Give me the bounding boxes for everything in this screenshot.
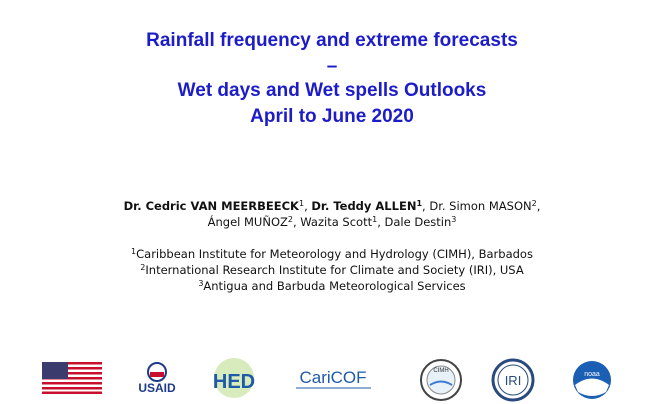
- author-affiliation-mark: 2: [531, 199, 537, 208]
- author-affiliation-mark: 3: [451, 215, 457, 224]
- author-name: , Dale Destin: [377, 215, 452, 229]
- author-line: Ángel MUÑOZ2, Wazita Scott1, Dale Destin…: [0, 215, 664, 229]
- affiliation-line: 2International Research Institute for Cl…: [0, 263, 664, 277]
- affiliation-text: Antigua and Barbuda Meteorological Servi…: [203, 279, 466, 293]
- hed-text: HED: [213, 371, 255, 393]
- affiliation-mark: 3: [198, 279, 204, 288]
- noaa-logo: noaa: [573, 361, 611, 399]
- title-line: April to June 2020: [250, 106, 414, 127]
- author-name: , Wazita Scott: [292, 215, 373, 229]
- title-line: Wet days and Wet spells Outlooks: [177, 80, 487, 101]
- iri-text: IRI: [505, 373, 522, 388]
- author-name: Ángel MUÑOZ: [207, 215, 288, 229]
- title-line: Rainfall frequency and extreme forecasts: [146, 30, 518, 51]
- affiliation-mark: 2: [140, 263, 146, 272]
- author-affiliation-mark: 1: [298, 199, 305, 208]
- author-name: , Dr. Simon MASON: [422, 199, 532, 213]
- author-affiliation-mark: 1: [416, 199, 423, 208]
- author-name: ,: [536, 199, 541, 213]
- usaid-logo: USAID: [138, 362, 176, 395]
- us-flag: [42, 362, 102, 394]
- author-name: Dr. Teddy ALLEN: [311, 199, 417, 213]
- caricof-logo: CariCOF: [296, 368, 371, 389]
- affiliation-mark: 1: [131, 247, 137, 256]
- usaid-text: USAID: [138, 381, 176, 395]
- author-line: Dr. Cedric VAN MEERBEECK1, Dr. Teddy ALL…: [0, 199, 664, 213]
- affiliation-text: Caribbean Institute for Meteorology and …: [136, 247, 533, 261]
- iri-logo: IRI: [491, 358, 535, 402]
- affiliation-line: 3Antigua and Barbuda Meteorological Serv…: [0, 279, 664, 293]
- author-name: Dr. Cedric VAN MEERBEECK: [123, 199, 299, 213]
- author-name: ,: [304, 199, 312, 213]
- author-affiliation-mark: 2: [287, 215, 293, 224]
- title-line: –: [326, 56, 338, 77]
- affiliation-line: 1Caribbean Institute for Meteorology and…: [0, 247, 664, 261]
- cimh-text: CIMH: [433, 368, 448, 374]
- author-affiliation-mark: 1: [372, 215, 378, 224]
- affiliation-text: International Research Institute for Cli…: [145, 263, 524, 277]
- hed-logo: HED: [213, 358, 255, 398]
- noaa-text: noaa: [584, 371, 600, 378]
- caricof-text: CariCOF: [299, 368, 366, 387]
- cimh-logo: CIMH: [420, 359, 462, 401]
